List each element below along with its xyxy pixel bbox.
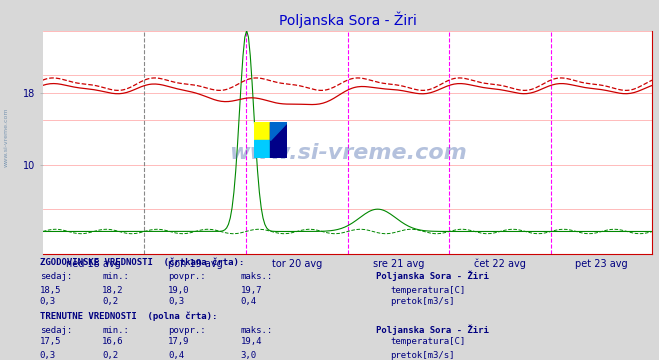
Text: temperatura[C]: temperatura[C] xyxy=(390,287,465,296)
Polygon shape xyxy=(254,140,270,158)
Text: 17,5: 17,5 xyxy=(40,337,61,346)
Text: povpr.:: povpr.: xyxy=(168,326,206,335)
Text: 0,2: 0,2 xyxy=(102,351,118,360)
Text: 0,3: 0,3 xyxy=(168,297,184,306)
Text: 3,0: 3,0 xyxy=(241,351,256,360)
Text: maks.:: maks.: xyxy=(241,272,273,281)
Text: 18,5: 18,5 xyxy=(40,287,61,296)
Text: pretok[m3/s]: pretok[m3/s] xyxy=(390,297,455,306)
Text: www.si-vreme.com: www.si-vreme.com xyxy=(4,107,9,167)
Text: temperatura[C]: temperatura[C] xyxy=(390,337,465,346)
Text: povpr.:: povpr.: xyxy=(168,272,206,281)
Text: 18,2: 18,2 xyxy=(102,287,124,296)
Text: sedaj:: sedaj: xyxy=(40,272,72,281)
Text: TRENUTNE VREDNOSTI  (polna črta):: TRENUTNE VREDNOSTI (polna črta): xyxy=(40,311,217,321)
Text: 16,6: 16,6 xyxy=(102,337,124,346)
Polygon shape xyxy=(270,122,287,158)
Title: Poljanska Sora - Žiri: Poljanska Sora - Žiri xyxy=(279,12,416,28)
Text: 19,7: 19,7 xyxy=(241,287,262,296)
Text: 0,3: 0,3 xyxy=(40,297,55,306)
Text: 19,0: 19,0 xyxy=(168,287,190,296)
Text: sedaj:: sedaj: xyxy=(40,326,72,335)
Polygon shape xyxy=(270,122,287,140)
Text: ZGODOVINSKE VREDNOSTI  (črtkana črta):: ZGODOVINSKE VREDNOSTI (črtkana črta): xyxy=(40,258,244,267)
Text: 17,9: 17,9 xyxy=(168,337,190,346)
Text: min.:: min.: xyxy=(102,326,129,335)
Text: 0,4: 0,4 xyxy=(241,297,256,306)
Text: Poljanska Sora - Žiri: Poljanska Sora - Žiri xyxy=(376,270,488,281)
Text: 0,4: 0,4 xyxy=(168,351,184,360)
Text: www.si-vreme.com: www.si-vreme.com xyxy=(229,143,467,163)
Text: maks.:: maks.: xyxy=(241,326,273,335)
Text: 0,3: 0,3 xyxy=(40,351,55,360)
Text: Poljanska Sora - Žiri: Poljanska Sora - Žiri xyxy=(376,324,488,335)
Text: 19,4: 19,4 xyxy=(241,337,262,346)
Text: 0,2: 0,2 xyxy=(102,297,118,306)
Text: min.:: min.: xyxy=(102,272,129,281)
Text: pretok[m3/s]: pretok[m3/s] xyxy=(390,351,455,360)
Polygon shape xyxy=(254,122,270,140)
